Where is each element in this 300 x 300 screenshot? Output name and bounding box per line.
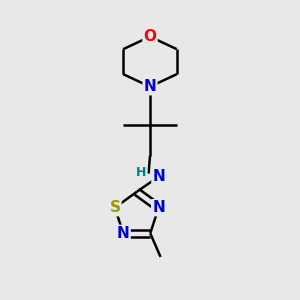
Text: N: N	[152, 200, 165, 215]
Text: N: N	[144, 79, 156, 94]
Text: O: O	[143, 29, 157, 44]
Text: H: H	[136, 167, 146, 179]
Text: S: S	[110, 200, 120, 215]
Text: N: N	[152, 169, 165, 184]
Text: N: N	[117, 226, 130, 241]
